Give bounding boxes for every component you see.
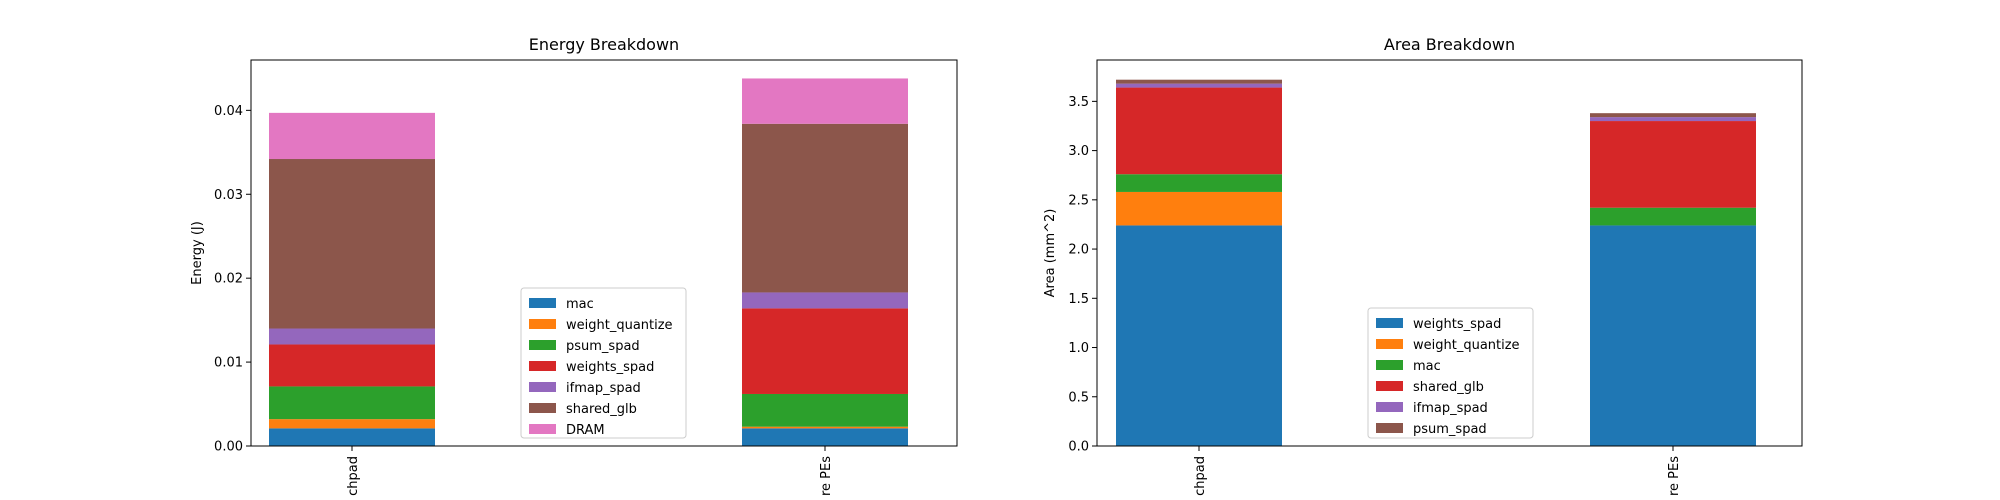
energy-bar-ifmap_spad-0 [269, 328, 435, 345]
energy-ytick-label: 0.03 [214, 188, 243, 203]
energy-legend-swatch-ifmap_spad [529, 382, 556, 392]
energy-legend-swatch-psum_spad [529, 340, 556, 350]
area-legend-swatch-weights_spad [1376, 318, 1403, 328]
energy-bar-DRAM-0 [269, 112, 435, 160]
energy-bar-ifmap_spad-1 [742, 292, 908, 309]
energy-chart: 0.00 0.01 0.02 0.03 0.04 chpad re PEs Energy Br… [190, 35, 958, 496]
area-ytick-label: 3.5 [1068, 95, 1089, 110]
area-legend-swatch-psum_spad [1376, 423, 1403, 433]
area-xtick-label: re PEs [1667, 456, 1682, 496]
energy-bar-shared_glb-1 [742, 123, 908, 293]
energy-chart-title: Energy Breakdown [529, 35, 679, 54]
energy-xtick-label: re PEs [819, 456, 834, 496]
area-bar-shared_glb-1 [1590, 121, 1756, 208]
energy-bar-DRAM-1 [742, 78, 908, 124]
area-bar-weights_spad-1 [1590, 225, 1756, 446]
energy-bar-weight_quantize-1 [742, 426, 908, 429]
energy-legend-swatch-weights_spad [529, 361, 556, 371]
area-legend-label-ifmap_spad: ifmap_spad [1413, 401, 1488, 416]
energy-ytick-label: 0.02 [214, 272, 243, 287]
area-ytick-label: 0.0 [1068, 440, 1089, 455]
energy-legend-label-ifmap_spad: ifmap_spad [566, 381, 641, 396]
area-bar-weight_quantize-0 [1116, 191, 1282, 226]
energy-bar-shared_glb-0 [269, 159, 435, 329]
energy-bar-weights_spad-1 [742, 308, 908, 394]
area-axes-frame [1096, 59, 1803, 447]
energy-legend-swatch-DRAM [529, 424, 556, 434]
area-bar-mac-0 [1116, 174, 1282, 192]
area-ytick-label: 1.5 [1068, 292, 1089, 307]
area-bar-shared_glb-0 [1116, 87, 1282, 175]
area-chart-title: Area Breakdown [1384, 35, 1515, 54]
area-ytick-label: 1.0 [1068, 341, 1089, 356]
energy-legend-swatch-shared_glb [529, 403, 556, 413]
energy-xtick-label: chpad [346, 456, 361, 496]
energy-legend-swatch-weight_quantize [529, 319, 556, 329]
area-bar-ifmap_spad-1 [1590, 117, 1756, 122]
area-ytick-label: 0.5 [1068, 390, 1089, 405]
area-ytick-label: 2.5 [1068, 193, 1089, 208]
energy-legend-label-mac: mac [566, 297, 594, 312]
energy-ytick-label: 0.00 [214, 440, 243, 455]
energy-legend-label-shared_glb: shared_glb [566, 402, 637, 417]
area-bar-psum_spad-0 [1116, 79, 1282, 84]
energy-bar-mac-1 [742, 428, 908, 446]
energy-ytick-label: 0.01 [214, 356, 243, 371]
area-legend-swatch-ifmap_spad [1376, 402, 1403, 412]
energy-legend-label-psum_spad: psum_spad [566, 339, 640, 354]
area-ytick-label: 2.0 [1068, 243, 1089, 258]
area-ylabel: Area (mm^2) [1043, 209, 1058, 298]
area-legend-label-shared_glb: shared_glb [1413, 380, 1484, 395]
area-xtick-label: chpad [1193, 456, 1208, 496]
energy-ytick-label: 0.04 [214, 104, 243, 119]
area-legend-label-weights_spad: weights_spad [1413, 317, 1501, 332]
area-bar-mac-1 [1590, 207, 1756, 226]
energy-legend-label-weight_quantize: weight_quantize [566, 318, 673, 333]
area-legend-swatch-shared_glb [1376, 381, 1403, 391]
energy-axes-frame [250, 59, 958, 447]
energy-bar-weights_spad-0 [269, 344, 435, 387]
energy-bar-mac-0 [269, 428, 435, 446]
area-bar-psum_spad-1 [1590, 113, 1756, 118]
energy-legend-box [520, 287, 687, 439]
energy-legend: mac weight_quantize psum_spad weights_spadi… [520, 287, 687, 439]
energy-bar-psum_spad-1 [742, 393, 908, 427]
area-legend-label-mac: mac [1413, 359, 1441, 374]
area-ytick-label: 3.0 [1068, 144, 1089, 159]
energy-legend-swatch-mac [529, 298, 556, 308]
energy-legend-label-weights_spad: weights_spad [566, 360, 654, 375]
area-chart: 0.0 0.5 1.0 1.5 2.0 2.5 3.0 3.5 chpad re PEs Area … [1043, 35, 1803, 496]
area-legend-swatch-weight_quantize [1376, 339, 1403, 349]
energy-bar-weight_quantize-0 [269, 419, 435, 429]
energy-bar-psum_spad-0 [269, 386, 435, 420]
area-legend-box [1367, 307, 1534, 439]
area-legend-label-weight_quantize: weight_quantize [1413, 338, 1520, 353]
energy-ylabel: Energy (J) [190, 221, 205, 285]
area-bar-weights_spad-0 [1116, 225, 1282, 446]
area-bar-ifmap_spad-0 [1116, 83, 1282, 88]
area-legend-swatch-mac [1376, 360, 1403, 370]
area-legend-label-psum_spad: psum_spad [1413, 422, 1487, 437]
energy-legend-label-DRAM: DRAM [566, 423, 605, 438]
